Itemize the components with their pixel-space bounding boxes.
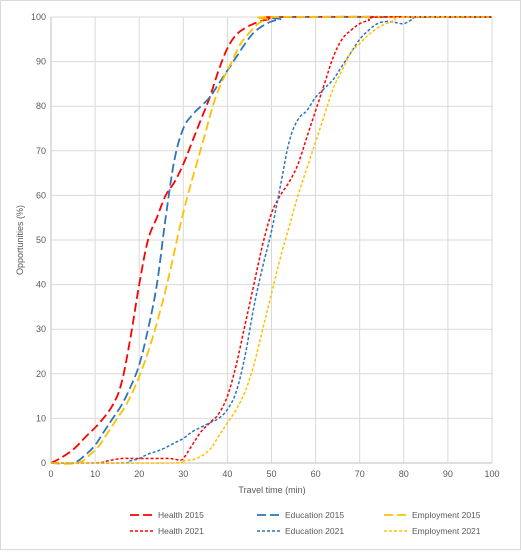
y-tick-label: 80 xyxy=(36,101,46,111)
y-tick-label: 70 xyxy=(36,146,46,156)
x-tick-label: 100 xyxy=(484,469,499,479)
series-line-employment-2015 xyxy=(50,15,493,465)
y-tick-label: 60 xyxy=(36,190,46,200)
x-tick-label: 90 xyxy=(443,469,453,479)
y-tick-label: 10 xyxy=(36,413,46,423)
y-tick-label: 50 xyxy=(36,235,46,245)
y-tick-label: 0 xyxy=(41,458,46,468)
x-tick-label: 70 xyxy=(355,469,365,479)
x-tick-label: 20 xyxy=(134,469,144,479)
x-tick-label: 30 xyxy=(178,469,188,479)
x-tick-label: 10 xyxy=(90,469,100,479)
legend-label-education-2021: Education 2021 xyxy=(285,526,344,536)
legend-label-education-2015: Education 2015 xyxy=(285,510,344,520)
axes xyxy=(50,17,492,464)
y-tick-label: 100 xyxy=(31,12,46,22)
x-axis-label: Travel time (min) xyxy=(238,485,305,495)
series-line-health-2015 xyxy=(50,15,493,464)
series-lines xyxy=(50,15,493,465)
series-line-health-2021 xyxy=(50,15,493,464)
x-tick-label: 80 xyxy=(399,469,409,479)
series-line-employment-2021 xyxy=(50,16,493,464)
y-axis-label: Opportunities (%) xyxy=(15,205,25,275)
x-tick-label: 60 xyxy=(311,469,321,479)
y-tick-label: 20 xyxy=(36,369,46,379)
legend-label-employment-2015: Employment 2015 xyxy=(412,510,481,520)
legend-label-employment-2021: Employment 2021 xyxy=(412,526,481,536)
x-tick-label: 0 xyxy=(48,469,53,479)
y-tick-label: 30 xyxy=(36,324,46,334)
x-tick-label: 40 xyxy=(222,469,232,479)
y-tick-label: 40 xyxy=(36,280,46,290)
legend: Health 2015 Education 2015 Employment 2015… xyxy=(130,510,481,536)
legend-label-health-2015: Health 2015 xyxy=(158,510,204,520)
y-tick-label: 90 xyxy=(36,57,46,67)
series-line-education-2021 xyxy=(50,16,493,464)
tick-labels: 0 10 20 30 40 50 60 70 80 90 100 0 10 20 30 40 50 60 70 80 9… xyxy=(31,12,500,479)
series-line-education-2015 xyxy=(50,15,493,465)
legend-label-health-2021: Health 2021 xyxy=(158,526,204,536)
x-tick-label: 50 xyxy=(266,469,276,479)
